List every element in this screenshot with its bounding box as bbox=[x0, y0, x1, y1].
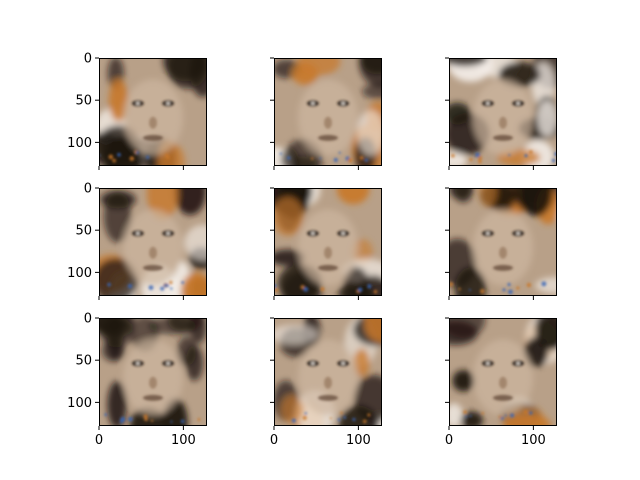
y-tick-label: 100 bbox=[67, 136, 92, 151]
generated-face-image bbox=[274, 58, 382, 166]
axes-frame bbox=[274, 58, 382, 166]
axes-frame bbox=[449, 318, 557, 426]
subplot-1-2 bbox=[270, 57, 382, 170]
subplot-grid: 0 50 100 0 50 100 0 100 0 50 100 0 100 0 100 bbox=[67, 52, 557, 448]
subplot-2-3 bbox=[445, 187, 557, 300]
generated-face-image bbox=[449, 188, 557, 296]
y-tick-label: 50 bbox=[75, 94, 92, 109]
subplot-3-3: 0 100 bbox=[445, 317, 557, 448]
generated-face-image bbox=[99, 318, 207, 426]
x-tick-label: 0 bbox=[95, 433, 103, 448]
generated-face-image bbox=[449, 318, 557, 426]
subplot-1-3 bbox=[445, 57, 557, 170]
y-tick-label: 0 bbox=[84, 182, 92, 197]
generated-face-image bbox=[274, 318, 382, 426]
generated-face-image bbox=[99, 58, 207, 166]
x-tick-label: 100 bbox=[521, 433, 546, 448]
y-tick-label: 50 bbox=[75, 224, 92, 239]
axes-frame bbox=[274, 188, 382, 296]
subplot-2-2 bbox=[270, 187, 382, 300]
y-tick-label: 0 bbox=[84, 312, 92, 327]
y-tick-label: 100 bbox=[67, 266, 92, 281]
x-tick-label: 100 bbox=[171, 433, 196, 448]
subplot-3-2: 0 100 bbox=[270, 317, 382, 448]
subplot-3-1: 0 100 0 50 100 bbox=[67, 312, 207, 448]
axes-frame bbox=[99, 58, 207, 166]
y-tick-label: 50 bbox=[75, 354, 92, 369]
axes-frame bbox=[99, 318, 207, 426]
subplot-2-1: 0 50 100 bbox=[67, 182, 207, 300]
axes-frame bbox=[274, 318, 382, 426]
x-tick-label: 100 bbox=[346, 433, 371, 448]
x-tick-label: 0 bbox=[270, 433, 278, 448]
axes-frame bbox=[99, 188, 207, 296]
generated-face-image bbox=[449, 58, 557, 166]
axes-frame bbox=[449, 58, 557, 166]
generated-face-image bbox=[99, 188, 207, 296]
y-tick-label: 0 bbox=[84, 52, 92, 67]
generated-face-image bbox=[274, 188, 382, 296]
subplot-1-1: 0 50 100 bbox=[67, 52, 207, 170]
axes-frame bbox=[449, 188, 557, 296]
y-tick-label: 100 bbox=[67, 396, 92, 411]
x-tick-label: 0 bbox=[445, 433, 453, 448]
